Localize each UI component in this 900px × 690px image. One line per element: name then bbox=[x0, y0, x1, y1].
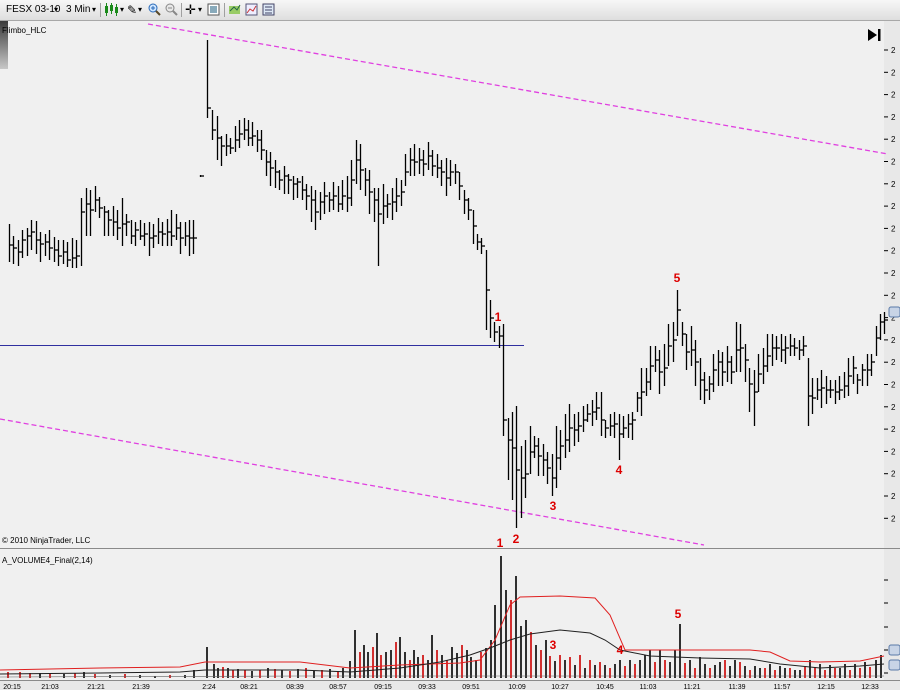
svg-text:2: 2 bbox=[891, 91, 896, 100]
chart-style-dropdown-icon[interactable]: ▾ bbox=[120, 5, 125, 14]
svg-text:2: 2 bbox=[891, 224, 896, 233]
price-bars bbox=[8, 40, 888, 528]
time-axis-label: 10:27 bbox=[551, 684, 569, 690]
price-annotation-3: 3 bbox=[550, 499, 557, 513]
crosshair-dropdown-icon[interactable]: ▾ bbox=[198, 5, 203, 14]
price-axis-ticks: 2 2 2 2 2 2 2 2 2 2 2 2 2 2 2 2 2 2 2 2 2 2 bbox=[884, 46, 896, 523]
interval-dropdown-icon[interactable]: ▾ bbox=[92, 5, 97, 14]
svg-text:2: 2 bbox=[891, 425, 896, 434]
time-axis[interactable] bbox=[0, 681, 900, 690]
drawing-dropdown-icon[interactable]: ▾ bbox=[138, 5, 143, 14]
time-axis-label: 10:45 bbox=[596, 684, 614, 690]
volume-marker-2 bbox=[888, 659, 900, 671]
pencil-icon[interactable]: ✎ bbox=[127, 3, 138, 17]
time-axis-label: 10:09 bbox=[508, 684, 526, 690]
volume-annotation-4: 4 bbox=[617, 643, 624, 657]
crosshair-icon[interactable]: ✛ bbox=[185, 2, 196, 17]
time-axis-label: 09:15 bbox=[374, 684, 392, 690]
svg-text:2: 2 bbox=[891, 381, 896, 390]
volume-axis-ticks bbox=[884, 579, 888, 674]
time-axis-labels: 20:15 21:03 21:21 21:39 2:24 08:21 08:39 08:57 0… bbox=[3, 684, 879, 690]
last-price-marker bbox=[888, 306, 900, 318]
time-axis-label: 08:39 bbox=[286, 684, 304, 690]
svg-text:2: 2 bbox=[891, 113, 896, 122]
time-axis-label: 11:03 bbox=[640, 684, 657, 690]
price-annotation-2: 2 bbox=[513, 532, 520, 546]
zoom-in-icon[interactable] bbox=[148, 3, 161, 16]
volume-bars bbox=[7, 556, 882, 678]
svg-text:2: 2 bbox=[891, 470, 896, 479]
svg-text:2: 2 bbox=[891, 202, 896, 211]
svg-text:2: 2 bbox=[891, 514, 896, 523]
svg-text:2: 2 bbox=[891, 314, 896, 323]
volume-annotation-1: 1 bbox=[497, 536, 504, 550]
indicator-icon[interactable] bbox=[245, 3, 258, 16]
time-axis-label: 12:33 bbox=[861, 684, 879, 690]
price-annotation-4: 4 bbox=[616, 463, 623, 477]
price-indicator-label: Flimbo_HLC bbox=[2, 26, 47, 35]
data-box-icon[interactable] bbox=[262, 3, 275, 16]
volume-slow-average-line bbox=[0, 629, 885, 675]
time-axis-label: 21:21 bbox=[87, 684, 105, 690]
upper-channel-line[interactable] bbox=[147, 23, 889, 155]
svg-text:2: 2 bbox=[891, 269, 896, 278]
volume-annotation-3: 3 bbox=[550, 638, 557, 652]
volume-marker-1 bbox=[888, 644, 900, 656]
time-axis-label: 08:57 bbox=[329, 684, 347, 690]
time-axis-label: 08:21 bbox=[240, 684, 258, 690]
svg-text:2: 2 bbox=[891, 158, 896, 167]
copyright-text: © 2010 NinjaTrader, LLC bbox=[2, 536, 91, 545]
volume-fast-average-line bbox=[0, 595, 885, 671]
time-axis-label: 20:15 bbox=[3, 684, 21, 690]
price-annotation-5: 5 bbox=[674, 271, 681, 285]
time-axis-label: 09:51 bbox=[462, 684, 480, 690]
lower-channel-line[interactable] bbox=[0, 418, 705, 546]
svg-text:2: 2 bbox=[891, 447, 896, 456]
instrument-dropdown-icon[interactable]: ▾ bbox=[54, 5, 59, 14]
properties-icon[interactable] bbox=[207, 3, 220, 16]
price-axis[interactable] bbox=[884, 21, 900, 548]
svg-text:2: 2 bbox=[891, 492, 896, 501]
window-edge-strip bbox=[0, 21, 8, 69]
time-axis-label: 09:33 bbox=[418, 684, 436, 690]
svg-text:2: 2 bbox=[891, 336, 896, 345]
candlestick-icon[interactable] bbox=[104, 3, 120, 16]
svg-text:2: 2 bbox=[891, 291, 896, 300]
time-axis-label: 11:21 bbox=[684, 684, 701, 690]
time-axis-label: 21:39 bbox=[132, 684, 150, 690]
svg-text:2: 2 bbox=[891, 46, 896, 55]
strategy-icon[interactable] bbox=[228, 3, 241, 16]
time-axis-label: 12:15 bbox=[817, 684, 835, 690]
scroll-to-end-icon[interactable] bbox=[868, 29, 881, 41]
svg-text:2: 2 bbox=[891, 135, 896, 144]
svg-text:2: 2 bbox=[891, 68, 896, 77]
price-annotation-1: 1 bbox=[495, 310, 502, 324]
interval-selector[interactable]: 3 Min bbox=[66, 4, 91, 15]
volume-annotation-5: 5 bbox=[675, 607, 682, 621]
instrument-selector[interactable]: FESX 03-10 bbox=[6, 4, 61, 15]
volume-indicator-label: A_VOLUME4_Final(2,14) bbox=[2, 556, 93, 565]
svg-text:2: 2 bbox=[891, 403, 896, 412]
svg-text:2: 2 bbox=[891, 358, 896, 367]
time-axis-label: 11:57 bbox=[774, 684, 791, 690]
svg-text:2: 2 bbox=[891, 180, 896, 189]
svg-text:2: 2 bbox=[891, 247, 896, 256]
zoom-out-icon[interactable] bbox=[165, 3, 178, 16]
time-axis-label: 11:39 bbox=[729, 684, 746, 690]
time-axis-label: 21:03 bbox=[41, 684, 59, 690]
chart-toolbar: FESX 03-10 ▾ 3 Min ▾ ▾ ✎ ▾ ✛ ▾ bbox=[0, 0, 900, 21]
time-axis-label: 2:24 bbox=[202, 684, 216, 690]
